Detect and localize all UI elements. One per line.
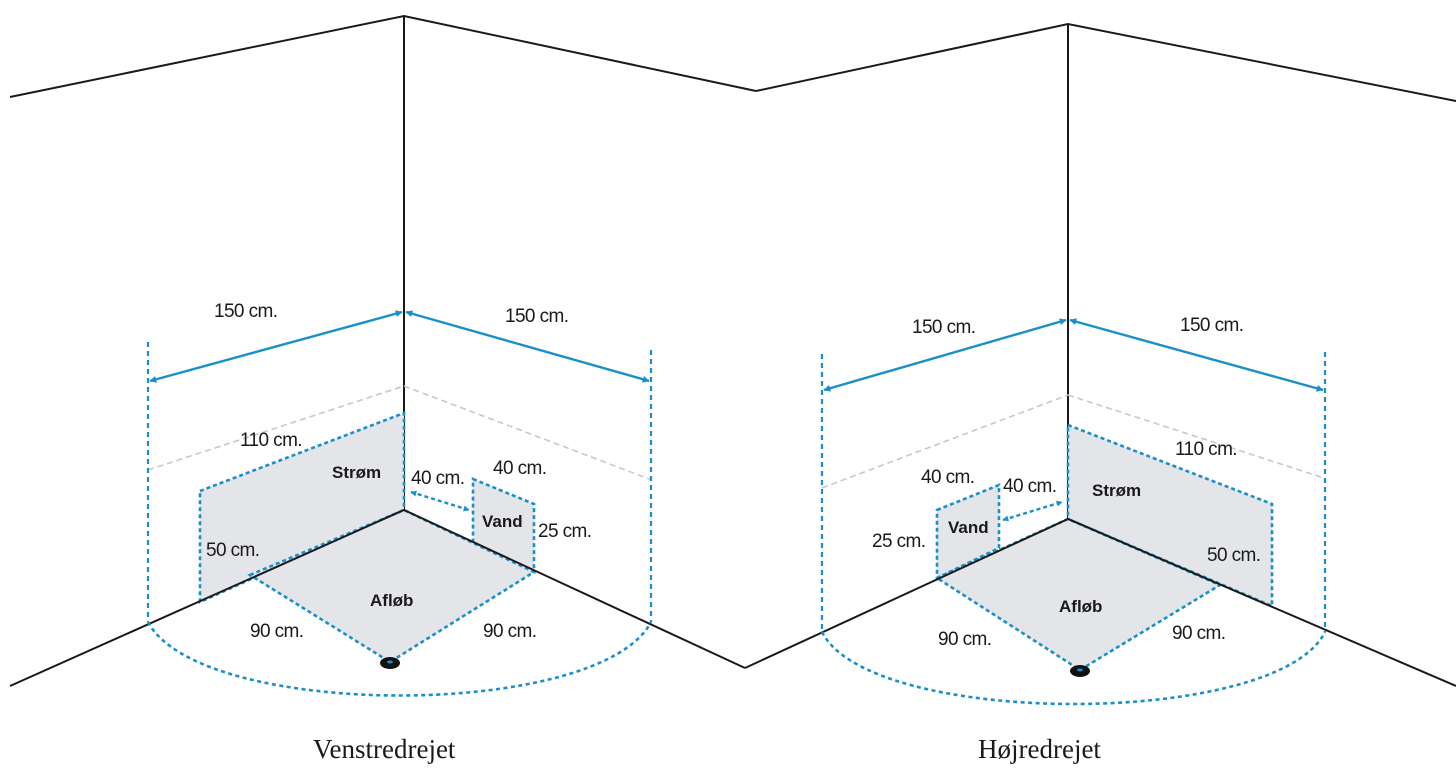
label-afloeb: Afløb [370,591,413,610]
label-strom-height: 50 cm. [206,540,259,561]
label-strom-width: 110 cm. [1175,439,1237,460]
label-vand: Vand [482,512,523,531]
label-wall-right: 150 cm. [505,306,568,327]
label-vand-width: 40 cm. [493,458,546,479]
label-strom-width: 110 cm. [240,430,302,451]
label-vand-offset: 40 cm. [411,468,464,489]
measure-vand-offset [1002,500,1063,522]
measure-wall-left [149,310,403,383]
panel-left-hand: 150 cm. 150 cm. 110 cm. Strøm 40 cm. 40 … [9,14,757,764]
strom-zone [1066,423,1274,608]
floor-lines [744,517,1456,687]
label-wall-right: 150 cm. [1180,315,1243,336]
label-wall-left: 150 cm. [912,317,975,338]
label-afloeb: Afløb [1059,597,1102,616]
measure-wall-left [823,318,1067,392]
label-afloeb-right: 90 cm. [1172,623,1225,644]
measure-vand-offset [410,490,470,512]
height-guide-lines [147,385,653,481]
label-vand-offset: 40 cm. [1003,476,1056,497]
label-vand-height: 25 cm. [872,531,925,552]
measure-wall-right [405,310,650,383]
door-swing-arc [146,621,653,697]
panel-right-hand: 150 cm. 150 cm. 110 cm. Strøm 40 cm. 40 … [744,22,1456,764]
label-strom: Strøm [1092,481,1141,500]
label-afloeb-left: 90 cm. [938,629,991,650]
vand-zone [935,483,1001,581]
label-wall-left: 150 cm. [214,301,277,322]
drain-center [387,660,393,664]
caption-left: Venstredrejet [313,734,456,764]
caption-right: Højredrejet [978,734,1101,764]
height-guide-lines [821,394,1325,489]
drain-center [1077,668,1083,672]
label-vand-width: 40 cm. [921,467,974,488]
measure-wall-right [1069,318,1324,392]
floor-lines [9,508,746,687]
label-vand-height: 25 cm. [538,521,591,542]
label-afloeb-left: 90 cm. [250,621,303,642]
label-strom: Strøm [332,463,381,482]
door-swing-arc [820,631,1327,706]
label-strom-height: 50 cm. [1207,545,1260,566]
label-vand: Vand [948,518,989,537]
label-afloeb-right: 90 cm. [483,621,536,642]
